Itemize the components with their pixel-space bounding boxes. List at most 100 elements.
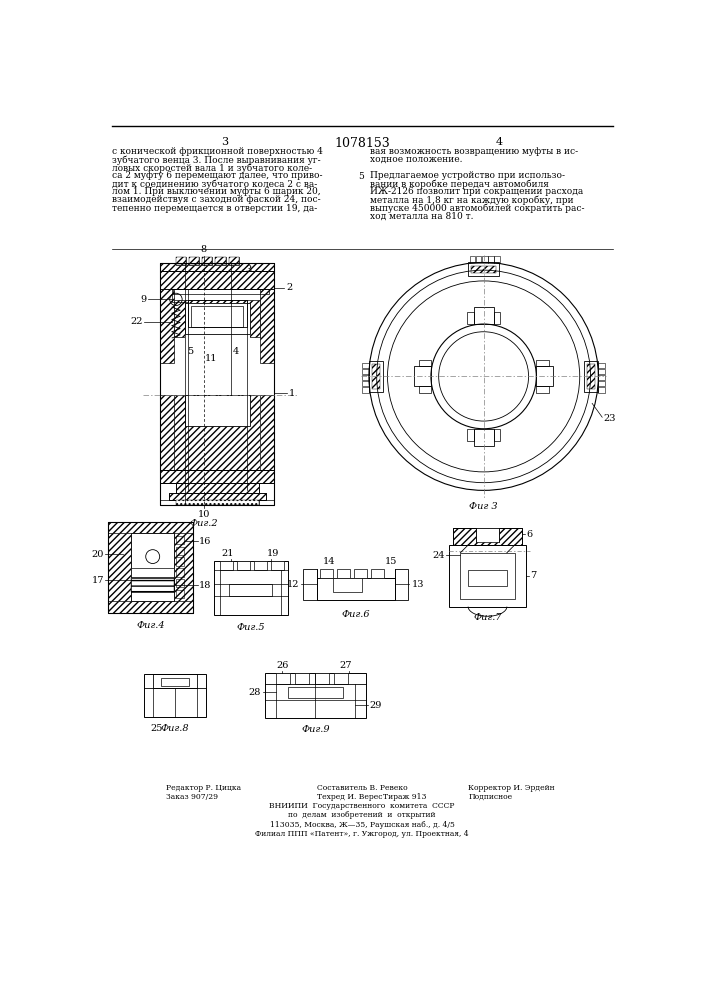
Bar [472, 266, 496, 273]
Text: 17: 17 [91, 576, 104, 585]
Bar [414, 366, 431, 386]
Text: дит к соединению зубчатого колеса 2 с ва-: дит к соединению зубчатого колеса 2 с ва… [112, 179, 317, 189]
Text: Подписное: Подписное [468, 793, 513, 801]
Bar [296, 673, 309, 684]
Bar [362, 369, 369, 374]
Bar [468, 570, 507, 586]
Bar [160, 395, 175, 470]
Text: Фиг.4: Фиг.4 [136, 620, 165, 630]
Text: 10: 10 [198, 510, 210, 519]
Text: 113035, Москва, Ж—35, Раушская наб., д. 4/5: 113035, Москва, Ж—35, Раушская наб., д. … [269, 821, 455, 829]
Bar [494, 256, 500, 263]
Bar [332, 578, 362, 592]
Text: Фиг.9: Фиг.9 [301, 725, 329, 734]
Text: 6: 6 [526, 530, 532, 539]
Text: Фиг.5: Фиг.5 [236, 623, 264, 632]
Bar [303, 569, 317, 600]
Bar [176, 483, 259, 493]
Bar [216, 257, 226, 265]
Bar [474, 307, 493, 324]
Bar [160, 289, 175, 363]
Bar [160, 263, 274, 505]
Text: ход металла на 810 т.: ход металла на 810 т. [370, 212, 473, 221]
Bar [202, 257, 212, 265]
Bar [452, 528, 522, 545]
Text: с конической фрикционной поверхностью 4: с конической фрикционной поверхностью 4 [112, 147, 322, 156]
Bar [107, 601, 193, 613]
Text: тепенно перемещается в отверстии 19, да-: тепенно перемещается в отверстии 19, да- [112, 204, 317, 213]
Bar [228, 257, 239, 265]
Bar [176, 536, 184, 544]
Bar [131, 568, 174, 577]
Bar [172, 289, 187, 302]
Bar [449, 545, 526, 607]
Text: лом 1. При выключении муфты 6 шарик 20,: лом 1. При выключении муфты 6 шарик 20, [112, 187, 320, 196]
Text: 9: 9 [141, 295, 146, 304]
Text: 4: 4 [233, 347, 239, 356]
Bar [337, 569, 349, 578]
Text: Фиг.8: Фиг.8 [161, 724, 189, 733]
Bar [489, 256, 493, 263]
Bar [585, 361, 598, 392]
Bar [395, 569, 409, 600]
Text: Составитель В. Ревеко: Составитель В. Ревеко [317, 784, 408, 792]
Bar [160, 263, 274, 271]
Bar [176, 579, 184, 587]
Text: 26: 26 [276, 661, 288, 670]
Bar [354, 569, 367, 578]
Text: 1078153: 1078153 [334, 137, 390, 150]
Bar [317, 578, 395, 600]
Bar [187, 300, 247, 327]
Bar [160, 395, 274, 470]
Bar [144, 674, 206, 717]
Bar [372, 364, 380, 389]
Text: 28: 28 [249, 688, 261, 697]
Bar [107, 522, 193, 533]
Text: Техред И. Верес: Техред И. Верес [317, 793, 382, 801]
Bar [176, 483, 259, 493]
Bar [369, 361, 383, 392]
Bar [237, 561, 250, 570]
Bar [160, 263, 274, 271]
Text: 14: 14 [322, 557, 335, 566]
Bar [160, 470, 274, 483]
Text: зубчатого венца 3. После выравнивания уг-: зубчатого венца 3. После выравнивания уг… [112, 155, 320, 165]
Text: 21: 21 [222, 549, 234, 558]
Text: Заказ 907/29: Заказ 907/29 [166, 793, 218, 801]
Bar [176, 500, 259, 505]
Text: 4: 4 [496, 137, 503, 147]
Bar [169, 493, 266, 500]
Text: 8: 8 [201, 245, 207, 254]
Bar [192, 306, 243, 327]
Bar [131, 533, 174, 601]
Text: Фиг.2: Фиг.2 [189, 519, 218, 528]
Bar [230, 584, 272, 596]
Text: Редактор Р. Цицка: Редактор Р. Цицка [166, 784, 241, 792]
Text: Тираж 913: Тираж 913 [383, 793, 426, 801]
Text: 1: 1 [288, 389, 295, 398]
Text: Фиг 3: Фиг 3 [469, 502, 498, 511]
Bar [362, 381, 369, 386]
Text: Фиг.7: Фиг.7 [473, 613, 502, 622]
Bar [493, 312, 500, 324]
Bar [598, 381, 605, 386]
Bar [131, 578, 174, 592]
Bar [419, 386, 431, 393]
Bar [161, 678, 189, 686]
Bar [107, 522, 193, 613]
Bar [320, 569, 332, 578]
Text: 16: 16 [199, 537, 211, 546]
Bar [131, 578, 174, 592]
Text: 23: 23 [604, 414, 617, 423]
Bar [220, 561, 233, 570]
Bar [362, 387, 369, 393]
Bar [537, 386, 549, 393]
Text: 3: 3 [245, 265, 251, 274]
Bar [160, 500, 176, 505]
Bar [271, 561, 284, 570]
Bar [255, 561, 267, 570]
Text: 3: 3 [221, 137, 228, 147]
Bar [189, 257, 199, 265]
Bar [476, 256, 481, 263]
Bar [362, 363, 369, 368]
